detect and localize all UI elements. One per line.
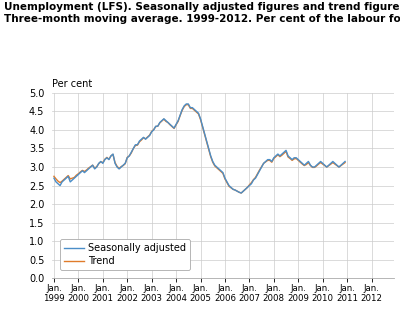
Seasonally adjusted [94, 165, 99, 169]
Seasonally adjusted [141, 135, 146, 139]
Seasonally adjusted [239, 191, 244, 195]
Seasonally adjusted [72, 176, 77, 180]
Trend [290, 158, 294, 162]
Seasonally adjusted [263, 160, 268, 164]
Text: Three-month moving average. 1999-2012. Per cent of the labour force: Three-month moving average. 1999-2012. P… [4, 14, 400, 24]
Text: Unemployment (LFS). Seasonally adjusted figures and trend figures.: Unemployment (LFS). Seasonally adjusted … [4, 2, 400, 12]
Trend [72, 175, 77, 179]
Trend [263, 160, 268, 164]
Text: Per cent: Per cent [52, 79, 92, 89]
Trend [343, 161, 348, 164]
Seasonally adjusted [343, 160, 348, 164]
Line: Trend: Trend [54, 105, 345, 193]
Trend [141, 136, 146, 140]
Trend [294, 156, 299, 160]
Trend [52, 174, 56, 178]
Seasonally adjusted [294, 156, 299, 160]
Seasonally adjusted [290, 158, 294, 162]
Trend [239, 191, 244, 195]
Seasonally adjusted [184, 102, 189, 106]
Trend [94, 165, 99, 169]
Trend [184, 103, 189, 107]
Legend: Seasonally adjusted, Trend: Seasonally adjusted, Trend [60, 239, 190, 270]
Line: Seasonally adjusted: Seasonally adjusted [54, 104, 345, 193]
Seasonally adjusted [52, 176, 56, 180]
